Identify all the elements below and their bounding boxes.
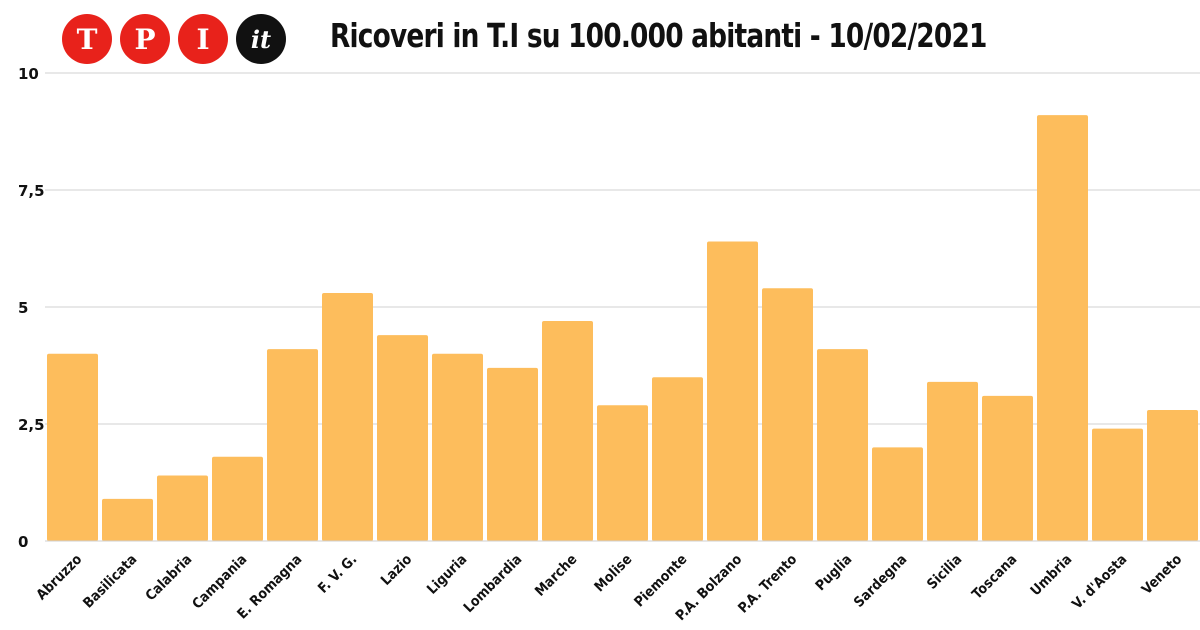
bar — [1037, 115, 1088, 542]
logo-letter-p: P — [120, 14, 170, 64]
chart-title: Ricoveri in T.I su 100.000 abitanti - 10… — [330, 16, 987, 55]
bar — [1092, 428, 1143, 541]
x-tick-label: Piemonte — [631, 552, 690, 611]
x-tick-label: V. d'Aosta — [1069, 552, 1130, 613]
x-tick-label: Basilicata — [80, 552, 140, 612]
bar — [762, 288, 813, 541]
bar — [267, 349, 318, 541]
bar — [707, 241, 758, 542]
bar — [872, 447, 923, 541]
x-tick-label: Marche — [532, 552, 580, 600]
y-tick-label: 5 — [18, 299, 28, 317]
bar — [982, 395, 1033, 541]
y-tick-label: 10 — [18, 65, 39, 83]
bar — [927, 381, 978, 541]
x-tick-label: Calabria — [143, 552, 196, 605]
bar — [432, 353, 483, 541]
x-tick-label: Toscana — [969, 552, 1020, 603]
x-tick-label: Sardegna — [851, 552, 910, 611]
x-tick-label: Lombardia — [461, 552, 526, 617]
x-tick-label: Veneto — [1139, 551, 1186, 598]
x-tick-label: Abruzzo — [34, 551, 86, 603]
bar — [212, 456, 263, 541]
logo-suffix-it: it — [236, 14, 286, 64]
x-tick-label: Sicilia — [924, 552, 965, 593]
x-tick-label: Molise — [592, 552, 636, 596]
bar — [377, 335, 428, 541]
y-tick-label: 7,5 — [18, 182, 45, 200]
y-tick-label: 2,5 — [18, 416, 45, 434]
x-tick-label: P.A. Trento — [735, 551, 800, 616]
logo-letter-i: I — [178, 14, 228, 64]
bar — [1147, 409, 1198, 541]
bar — [157, 475, 208, 541]
bar — [47, 353, 98, 541]
bar — [322, 292, 373, 541]
x-tick-label: Lazio — [378, 551, 416, 589]
x-tick-label: Liguria — [424, 552, 470, 598]
x-tick-label: Umbria — [1028, 552, 1076, 600]
bar — [597, 405, 648, 541]
bar — [102, 498, 153, 541]
logo-letter-t: T — [62, 14, 112, 64]
y-tick-label: 0 — [18, 533, 28, 551]
bar — [542, 321, 593, 541]
x-tick-label: Puglia — [813, 552, 856, 595]
bar — [817, 349, 868, 541]
bar — [652, 377, 703, 541]
x-tick-label: F. V. G. — [315, 552, 360, 597]
bar — [487, 367, 538, 541]
tpi-logo: T P I it — [62, 14, 292, 64]
